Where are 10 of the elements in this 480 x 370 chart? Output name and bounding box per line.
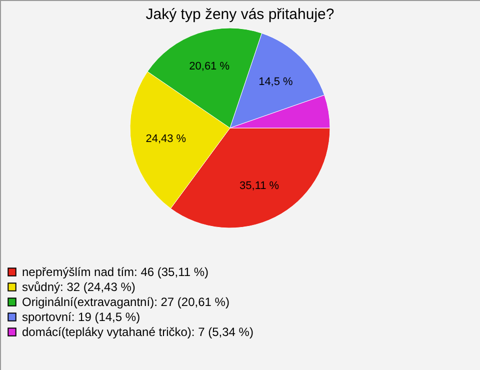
legend-label: Originální(extravagantní): 27 (20,61 %)	[22, 295, 230, 309]
data-label: 35,11 %	[240, 180, 280, 192]
data-label: 20,61 %	[189, 60, 230, 72]
legend-label: sportovní: 19 (14,5 %)	[22, 310, 140, 324]
chart-title: Jaký typ ženy vás přitahuje?	[146, 6, 334, 23]
data-label: 24,43 %	[146, 132, 186, 145]
legend-label: svůdný: 32 (24,43 %)	[22, 280, 136, 294]
data-label: 14,5 %	[258, 76, 294, 88]
legend-label: nepřemýšlím nad tím: 46 (35,11 %)	[22, 265, 209, 279]
legend-label: domácí(tepláky vytahané tričko): 7 (5,34 %)	[22, 325, 254, 339]
